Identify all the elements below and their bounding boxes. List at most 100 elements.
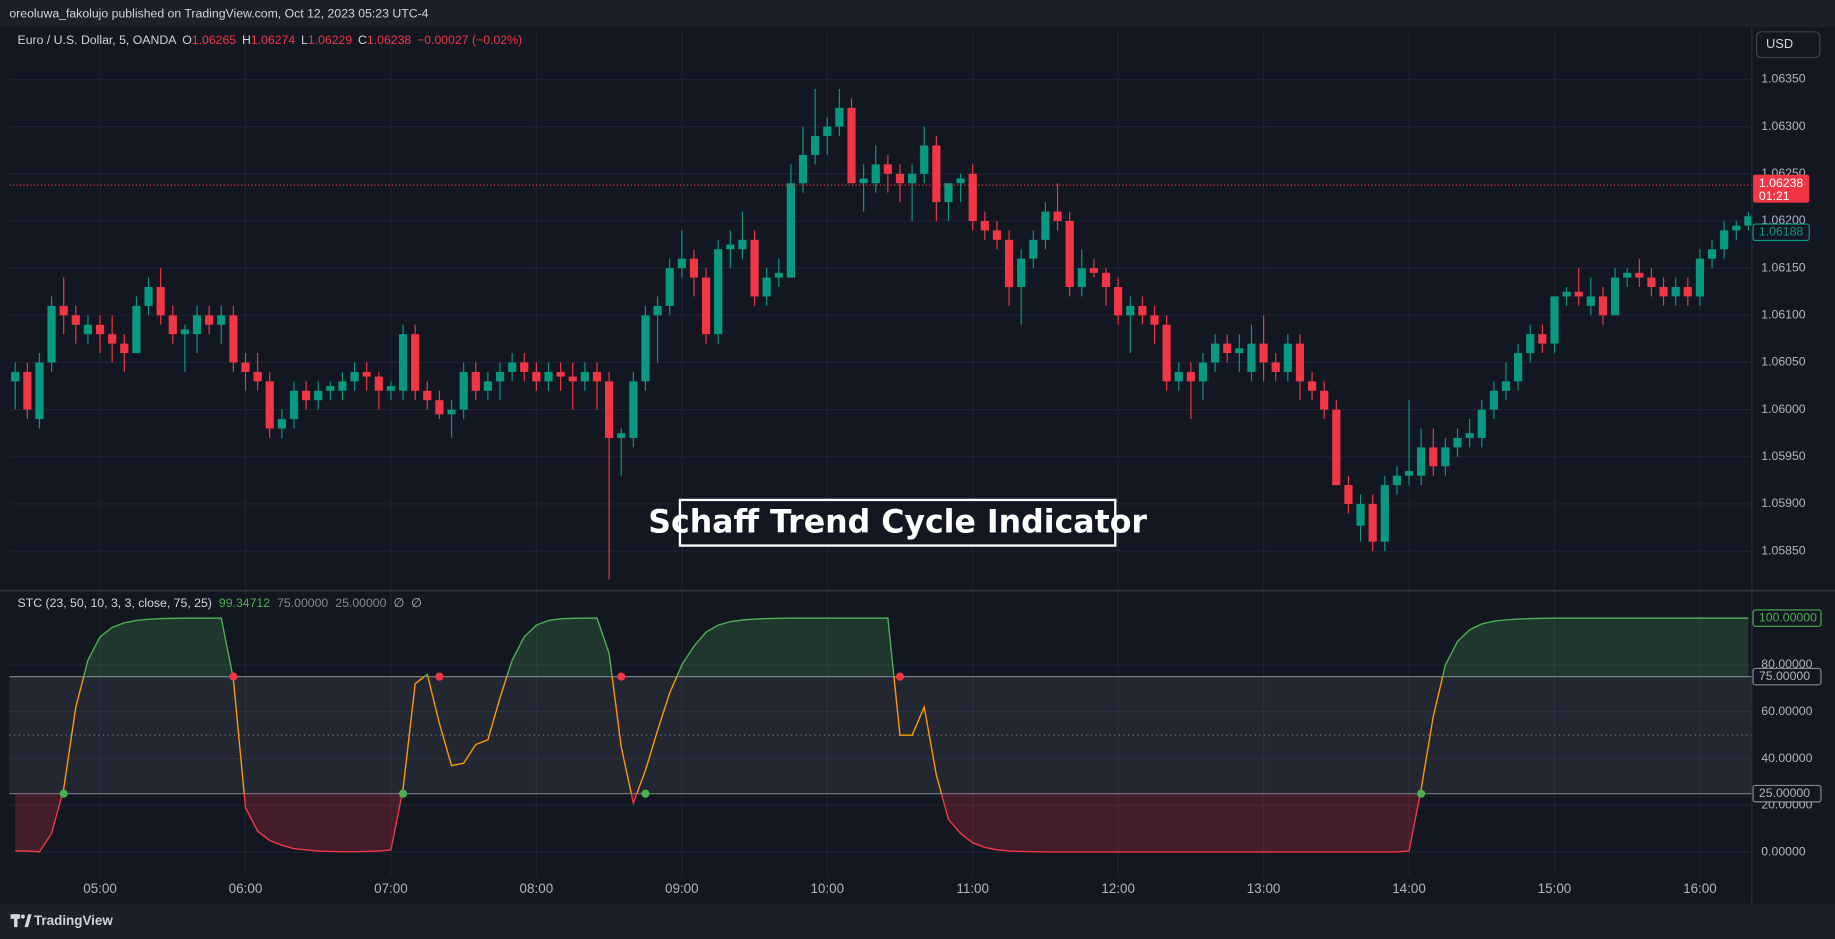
stc-legend-title: STC (23, 50, 10, 3, 3, close, 75, 25) bbox=[18, 596, 212, 610]
candle-body bbox=[495, 371, 505, 382]
candle-body bbox=[1550, 296, 1559, 344]
candle-body bbox=[1380, 485, 1389, 542]
candle-body bbox=[1429, 447, 1438, 467]
candle-body bbox=[1186, 371, 1195, 382]
candle-body bbox=[508, 362, 517, 372]
buy-signal-dot bbox=[641, 789, 650, 798]
last-price-label: 1.06238 bbox=[1759, 176, 1804, 190]
candle-body bbox=[1211, 343, 1220, 363]
candle-body bbox=[1053, 211, 1062, 221]
stc-tick-label: 0.00000 bbox=[1761, 844, 1806, 858]
candle-body bbox=[11, 371, 20, 382]
price-tick-label: 1.06050 bbox=[1761, 355, 1806, 369]
annotation: Schaff Trend Cycle Indicator bbox=[648, 504, 1147, 540]
candle-body bbox=[750, 239, 759, 297]
candle-body bbox=[1404, 470, 1414, 476]
candle-body bbox=[738, 239, 747, 250]
candle-body bbox=[1150, 315, 1159, 325]
candle-body bbox=[629, 381, 638, 438]
price-tick-label: 1.06150 bbox=[1761, 260, 1806, 274]
price-change: −0.00027 (−0.02%) bbox=[417, 33, 522, 47]
candle-body bbox=[714, 249, 723, 335]
candle-body bbox=[1344, 485, 1353, 504]
stc-value-tag bbox=[1752, 667, 1822, 686]
candle-body bbox=[1707, 249, 1717, 259]
candle-body bbox=[1453, 437, 1462, 448]
candle-body bbox=[883, 164, 892, 174]
data-layer bbox=[9, 88, 1753, 853]
time-tick-label: 10:00 bbox=[810, 881, 844, 896]
candle-body bbox=[774, 272, 783, 278]
candle-body bbox=[265, 381, 274, 429]
candle-body bbox=[35, 362, 44, 420]
stc-legend: STC (23, 50, 10, 3, 3, close, 75, 25) 99.… bbox=[18, 596, 422, 610]
candle-body bbox=[1174, 371, 1183, 382]
price-tag-label: 1.06188 bbox=[1759, 225, 1804, 239]
stc-value-tag-label: 25.00000 bbox=[1759, 786, 1810, 800]
symbol-name: Euro / U.S. Dollar, 5, OANDA bbox=[18, 33, 178, 47]
candle-body bbox=[83, 324, 93, 335]
candle-body bbox=[1647, 277, 1656, 288]
stc-value-tag bbox=[1752, 609, 1822, 627]
candle-body bbox=[1259, 343, 1268, 363]
candle-body bbox=[277, 419, 286, 429]
candle-body bbox=[1635, 272, 1644, 278]
candle-body bbox=[1368, 503, 1377, 542]
candle-body bbox=[1744, 216, 1753, 226]
candle-body bbox=[1586, 296, 1595, 306]
candle-body bbox=[59, 305, 68, 316]
candle-body bbox=[1235, 348, 1244, 354]
currency-button[interactable] bbox=[1756, 31, 1821, 59]
candle-body bbox=[471, 371, 480, 391]
candle-body bbox=[1065, 220, 1074, 288]
candle-body bbox=[423, 390, 432, 401]
candle-body bbox=[811, 136, 820, 155]
candle-body bbox=[1659, 287, 1668, 297]
candle-body bbox=[701, 277, 711, 335]
candle-body bbox=[120, 343, 129, 354]
candle-body bbox=[95, 324, 105, 335]
candle-body bbox=[1671, 287, 1680, 297]
candle-body bbox=[411, 334, 420, 391]
stc-legend-value: 99.34712 bbox=[219, 596, 270, 610]
candle-body bbox=[362, 371, 371, 377]
price-tag-box bbox=[1752, 223, 1810, 242]
ohlc-key: L bbox=[301, 33, 308, 47]
time-tick-label: 06:00 bbox=[229, 881, 263, 896]
candle-body bbox=[871, 164, 880, 184]
candle-body bbox=[1623, 272, 1632, 278]
sell-signal-dot bbox=[229, 672, 238, 681]
candle-body bbox=[1574, 291, 1583, 297]
candle-body bbox=[47, 305, 56, 363]
candle-body bbox=[520, 362, 529, 372]
candle-body bbox=[859, 178, 868, 184]
candle-body bbox=[641, 315, 650, 382]
candle-body bbox=[1077, 268, 1086, 288]
candle-body bbox=[762, 277, 771, 297]
time-tick-label: 08:00 bbox=[520, 881, 554, 896]
candle-body bbox=[1441, 447, 1450, 467]
candle-body bbox=[314, 390, 323, 401]
overlay-layer: Schaff Trend Cycle Indicator TradingView bbox=[0, 498, 1835, 939]
candle-body bbox=[895, 173, 905, 184]
currency-label[interactable]: USD bbox=[1766, 36, 1793, 51]
candle-body bbox=[1320, 390, 1329, 410]
candle-body bbox=[1283, 343, 1292, 372]
candle-body bbox=[1198, 362, 1208, 382]
ohlc-value: 1.06238 bbox=[367, 33, 412, 47]
candle-body bbox=[1501, 381, 1511, 391]
candle-body bbox=[241, 362, 250, 372]
candle-body bbox=[1598, 296, 1608, 316]
stc-tick-label: 60.00000 bbox=[1761, 704, 1812, 718]
header-text: oreoluwa_fakolujo published on TradingVi… bbox=[9, 7, 428, 21]
candle-body bbox=[592, 371, 602, 382]
candle-body bbox=[1295, 343, 1305, 382]
ohlc-value: 1.06274 bbox=[251, 33, 296, 47]
sell-signal-dot bbox=[895, 672, 905, 681]
stc-value-tag-label: 100.00000 bbox=[1759, 610, 1817, 624]
candle-body bbox=[956, 178, 965, 184]
candle-body bbox=[932, 145, 941, 203]
candle-body bbox=[1356, 503, 1365, 526]
candle-body bbox=[908, 173, 917, 184]
